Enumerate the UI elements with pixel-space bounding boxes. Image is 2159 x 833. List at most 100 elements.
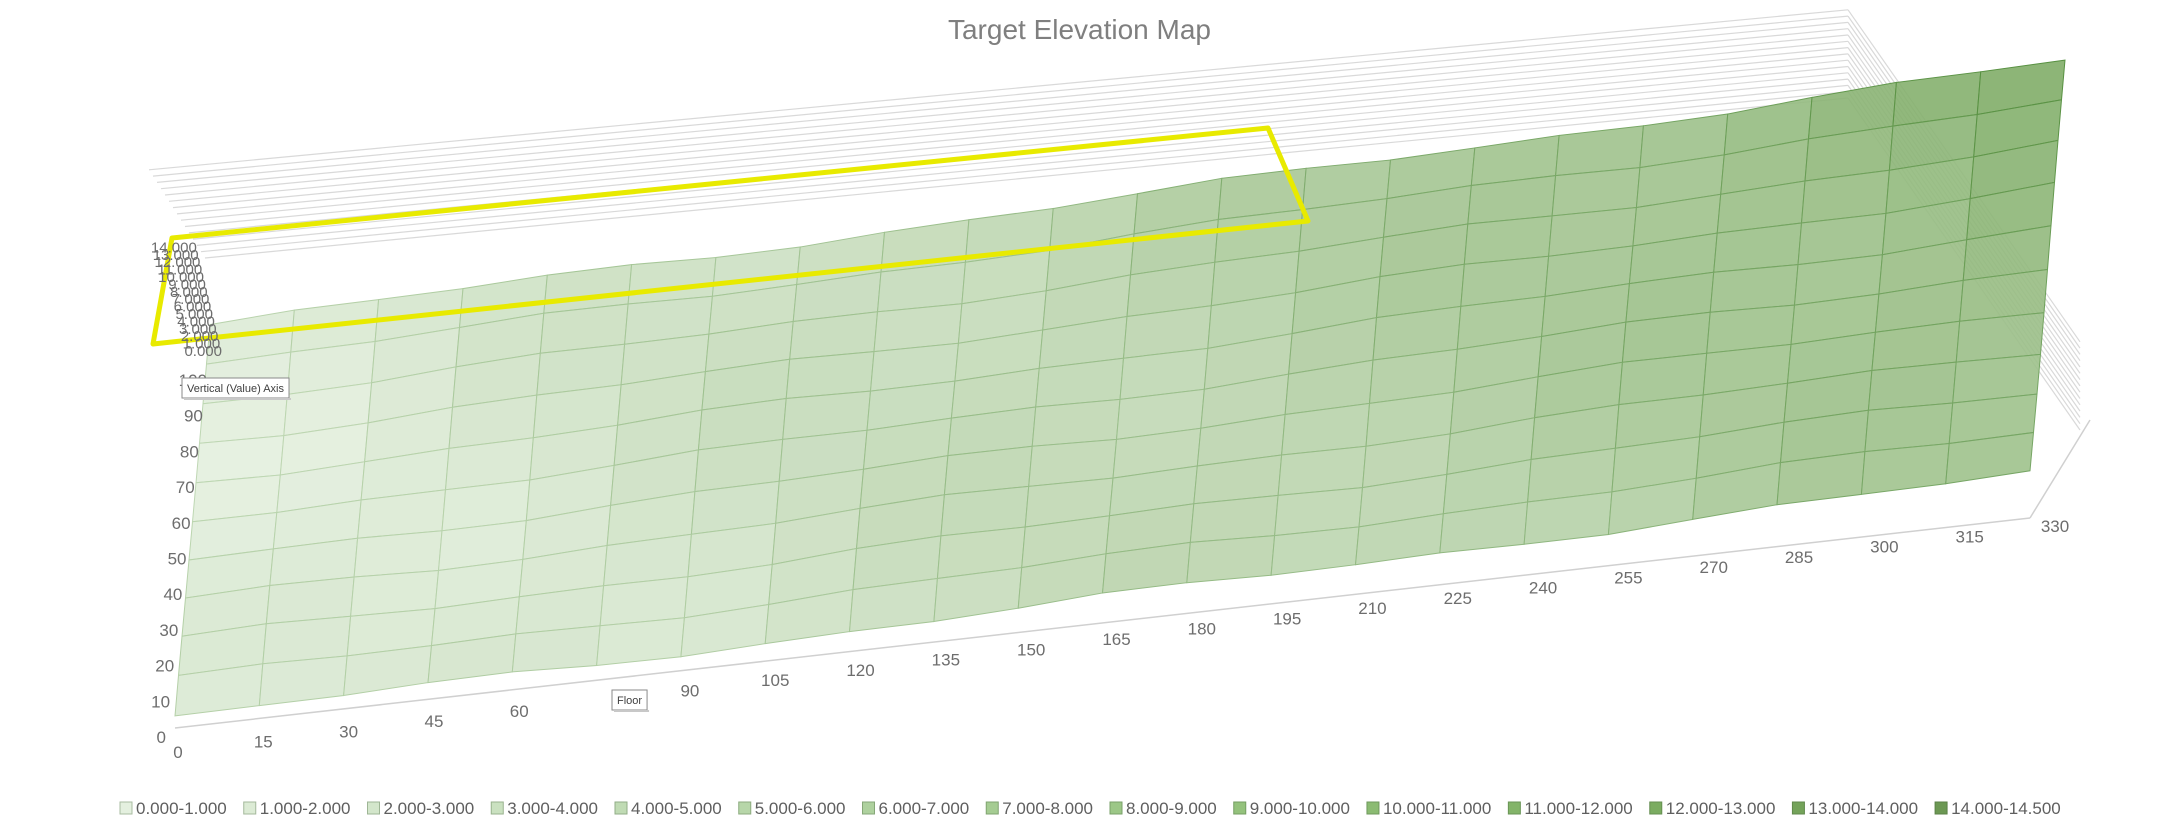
legend-swatch [367, 801, 380, 815]
x-tick-label: 315 [1955, 527, 1983, 546]
z-tick-label: 13.000 [153, 247, 199, 264]
legend-label: 13.000-14.000 [1808, 799, 1918, 818]
z-gridline [164, 34, 1849, 196]
z-gridline [180, 59, 1849, 221]
y-tick-label: 20 [155, 657, 174, 676]
z-gridline [184, 65, 1849, 228]
chart-title: Target Elevation Map [947, 14, 1212, 45]
y-axis-ticks: 0102030405060708090100 [151, 371, 207, 747]
z-gridline [200, 91, 1849, 253]
z-tick-label: 11.000 [157, 262, 202, 279]
vertical-axis-tooltip: Vertical (Value) Axis [181, 377, 292, 400]
legend-label: 12.000-13.000 [1666, 799, 1776, 818]
legend-label: 6.000-7.000 [879, 799, 970, 818]
legend-item: 7.000-8.000 [985, 799, 1093, 818]
legend-item: 13.000-14.000 [1791, 799, 1918, 818]
legend-swatch [1934, 801, 1948, 815]
z-gridline [204, 97, 1849, 259]
z-gridline [196, 84, 1849, 246]
legend-swatch [490, 801, 504, 815]
legend-item: 11.000-12.000 [1507, 799, 1633, 818]
z-tick-label: 8.000 [170, 284, 208, 301]
legend-item: 8.000-9.000 [1109, 799, 1217, 818]
legend-swatch [1507, 801, 1521, 815]
floor-front-edge [174, 517, 2031, 729]
z-tick-label: 3.000 [179, 321, 217, 338]
legend-swatch [985, 801, 999, 815]
legend-label: 14.000-14.500 [1951, 799, 2061, 818]
legend-item: 1.000-2.000 [243, 799, 351, 818]
x-tick-label: 195 [1273, 609, 1301, 628]
z-gridline [148, 9, 1849, 171]
legend-label: 0.000-1.000 [136, 799, 227, 818]
legend-label: 4.000-5.000 [631, 799, 722, 818]
legend-swatch [738, 801, 752, 815]
legend-item: 10.000-11.000 [1366, 799, 1491, 818]
x-tick-label: 135 [932, 651, 960, 670]
y-tick-label: 90 [184, 407, 203, 426]
z-gridline [152, 15, 1849, 177]
y-tick-label: 40 [163, 585, 182, 604]
y-tick-label: 10 [151, 692, 170, 711]
legend-label: 7.000-8.000 [1002, 799, 1093, 818]
legend-label: 10.000-11.000 [1383, 799, 1491, 818]
vertical-axis-tooltip-shadow [184, 398, 292, 400]
y-tick-label: 70 [176, 478, 195, 497]
axis-tooltips: Vertical (Value) Axis Floor [181, 377, 650, 712]
z-gridline [160, 28, 1849, 190]
z-gridline [172, 47, 1849, 209]
z-tick-label: 14.000 [151, 239, 197, 256]
surface-cell [1945, 431, 2035, 485]
x-tick-label: 120 [846, 661, 874, 680]
z-gridline [168, 40, 1849, 202]
legend-label: 1.000-2.000 [260, 799, 351, 818]
surface-cell [1186, 535, 1276, 584]
x-tick-label: 300 [1870, 538, 1898, 557]
chart-walls [174, 419, 2091, 729]
legend-label: 3.000-4.000 [507, 799, 598, 818]
legend-swatch [243, 801, 257, 815]
floor-right-edge [2029, 419, 2091, 519]
x-axis-ticks: 0 15 30 45 60 90 105 120 135 150 165 180 195 210 225 24… [173, 517, 2069, 762]
surface-cell [353, 530, 443, 578]
z-tick-label: 2.000 [181, 328, 219, 345]
y-tick-label: 30 [159, 621, 178, 640]
x-tick-label: 240 [1529, 579, 1557, 598]
y-tick-label: 50 [168, 550, 187, 569]
legend-label: 9.000-10.000 [1250, 799, 1350, 818]
legend-item: 4.000-5.000 [614, 799, 722, 818]
x-tick-label: 60 [510, 702, 529, 721]
legend-item: 14.000-14.500 [1934, 799, 2061, 818]
surface-cell [1867, 361, 1957, 411]
legend-item: 0.000-1.000 [119, 799, 227, 818]
x-tick-label: 285 [1785, 548, 1813, 567]
y-tick-label: 80 [180, 442, 199, 461]
vertical-axis-tooltip-text: Vertical (Value) Axis [187, 383, 285, 395]
x-tick-label: 105 [761, 671, 789, 690]
legend-swatch [1109, 801, 1123, 815]
z-tick-label: 9.000 [168, 276, 206, 293]
z-tick-label: 12.000 [155, 254, 201, 271]
x-tick-label: 30 [339, 722, 358, 741]
x-tick-label: 330 [2041, 517, 2069, 536]
x-tick-label: 0 [173, 743, 182, 762]
x-tick-label: 90 [680, 681, 699, 700]
z-tick-label: 1.000 [183, 336, 221, 353]
y-tick-label: 60 [172, 514, 191, 533]
surface-cell [596, 617, 685, 667]
legend-item: 3.000-4.000 [490, 799, 598, 818]
legend-swatch [614, 801, 628, 815]
legend-label: 8.000-9.000 [1126, 799, 1217, 818]
surface-cell [1709, 264, 1799, 313]
legend-swatch [1791, 801, 1805, 815]
legend-item: 12.000-13.000 [1649, 799, 1776, 818]
x-tick-label: 150 [1017, 640, 1045, 659]
x-tick-label: 255 [1614, 568, 1642, 587]
surface-cell [1031, 398, 1121, 447]
surface-cell [1955, 312, 2045, 363]
legend-item: 5.000-6.000 [738, 799, 846, 818]
legend-item: 6.000-7.000 [862, 799, 970, 818]
legend-item: 2.000-3.000 [367, 799, 474, 818]
y-tick-label: 0 [157, 728, 166, 747]
